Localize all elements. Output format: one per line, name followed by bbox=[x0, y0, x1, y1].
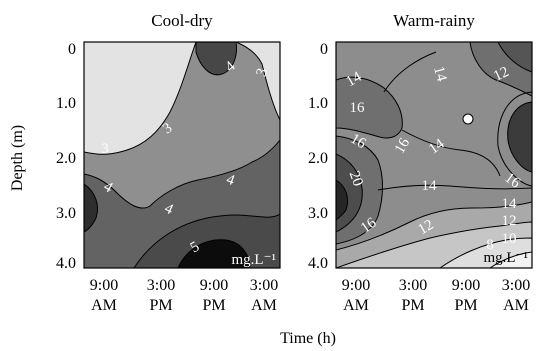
y-tick-0: 0 bbox=[68, 41, 76, 58]
cool-dry-x-tick-2-period: PM bbox=[149, 297, 172, 314]
warm-rainy-label-14-b: 14 bbox=[430, 65, 449, 84]
warm-rainy-unit-label: mg.L⁻¹ bbox=[484, 250, 529, 266]
warm-rainy-label-12-a: 12 bbox=[416, 217, 437, 238]
y-tick-4: 4.0 bbox=[56, 255, 76, 272]
warm-rainy-label-14-e: 14 bbox=[502, 196, 518, 212]
warm-rainy-label-16-a: 16 bbox=[350, 100, 366, 116]
warm-rainy-y-tick-4: 4.0 bbox=[308, 255, 328, 272]
warm-rainy-x-tick-2-period: PM bbox=[401, 297, 424, 314]
warm-rainy-x-tick-4-period: AM bbox=[503, 297, 529, 314]
warm-rainy-label-20: 20 bbox=[346, 169, 366, 189]
cool-dry-label-3-a: 3 bbox=[101, 141, 109, 157]
cool-dry-x-tick-1-period: AM bbox=[91, 297, 117, 314]
warm-rainy-y-tick-3: 3.0 bbox=[308, 205, 328, 222]
y-tick-2: 2.0 bbox=[56, 150, 76, 167]
y-tick-1: 1.0 bbox=[56, 95, 76, 112]
warm-rainy-x-tick-1-period: AM bbox=[343, 297, 369, 314]
cool-dry-x-tick-4-period: AM bbox=[251, 297, 277, 314]
y-tick-3: 3.0 bbox=[56, 205, 76, 222]
cool-dry-x-tick-2-time: 3:00 bbox=[147, 277, 175, 294]
warm-rainy-label-12-b: 12 bbox=[502, 213, 517, 229]
warm-rainy-panel: Warm-rainy bbox=[308, 11, 533, 314]
warm-rainy-y-tick-2: 2.0 bbox=[308, 150, 328, 167]
warm-rainy-contour-field bbox=[336, 42, 532, 268]
warm-rainy-y-ticks: 0 1.0 2.0 3.0 4.0 bbox=[308, 41, 328, 272]
cool-dry-x-ticks: 9:00 AM 3:00 PM 9:00 PM 3:00 AM bbox=[90, 277, 278, 314]
cool-dry-title: Cool-dry bbox=[151, 11, 213, 30]
warm-rainy-frame bbox=[335, 41, 533, 269]
x-axis-label: Time (h) bbox=[280, 330, 336, 347]
warm-rainy-label-12-top: 12 bbox=[491, 64, 511, 85]
cool-dry-unit-label: mg.L⁻¹ bbox=[232, 252, 277, 268]
warm-rainy-y-tick-1: 1.0 bbox=[308, 95, 328, 112]
warm-rainy-y-tick-0: 0 bbox=[320, 41, 328, 58]
warm-rainy-x-tick-3-time: 9:00 bbox=[452, 277, 480, 294]
warm-rainy-label-8: 8 bbox=[486, 237, 494, 253]
warm-rainy-x-tick-1-time: 9:00 bbox=[342, 277, 370, 294]
cool-dry-frame bbox=[83, 41, 281, 269]
warm-rainy-x-tick-4-time: 3:00 bbox=[502, 277, 530, 294]
cool-dry-panel: Cool-dry 3 3 3 4 4 4 4 5 mg.L⁻¹ bbox=[9, 11, 281, 314]
cool-dry-x-tick-3-time: 9:00 bbox=[200, 277, 228, 294]
y-axis-ticks: 0 1.0 2.0 3.0 4.0 bbox=[56, 41, 76, 272]
warm-rainy-x-tick-2-time: 3:00 bbox=[399, 277, 427, 294]
cool-dry-x-tick-1-time: 9:00 bbox=[90, 277, 118, 294]
warm-rainy-x-tick-3-period: PM bbox=[454, 297, 477, 314]
warm-rainy-label-14-d: 14 bbox=[422, 178, 438, 194]
cool-dry-x-tick-3-period: PM bbox=[202, 297, 225, 314]
cool-dry-x-tick-4-time: 3:00 bbox=[250, 277, 278, 294]
cool-dry-contour-field bbox=[84, 42, 280, 268]
warm-rainy-x-ticks: 9:00 AM 3:00 PM 9:00 PM 3:00 AM bbox=[342, 277, 530, 314]
warm-rainy-label-10: 10 bbox=[502, 231, 517, 247]
warm-rainy-title: Warm-rainy bbox=[393, 11, 475, 30]
y-axis-label: Depth (m) bbox=[9, 125, 26, 191]
